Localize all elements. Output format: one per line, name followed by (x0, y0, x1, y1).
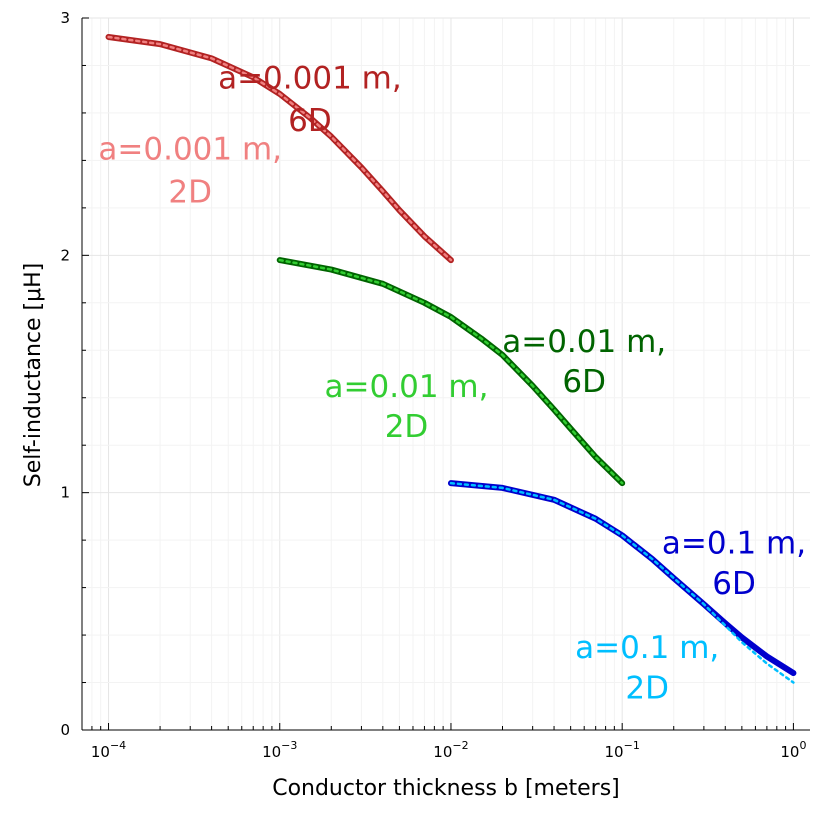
x-tick-label: 100 (780, 739, 806, 761)
annotation-label: a=0.1 m, (575, 630, 719, 666)
annotation-label: a=0.001 m, (218, 60, 402, 96)
y-tick-label: 2 (60, 246, 70, 264)
y-axis-ticks: 0 1 2 3 (60, 9, 89, 739)
annotation-label: 2D (168, 174, 212, 210)
x-axis-ticks: 10−4 10−3 10−2 10−1 100 (81, 723, 806, 761)
y-tick-label: 0 (60, 721, 70, 739)
y-tick-label: 3 (60, 9, 70, 27)
annotation-label: a=0.001 m, (98, 132, 282, 168)
series-line-a-0-001-m-2d (107, 35, 453, 262)
plot-frame (81, 18, 810, 731)
annotation-label: 6D (288, 103, 332, 139)
x-tick-label: 10−3 (262, 739, 297, 761)
series-line-a-0-1-m-2d (449, 481, 795, 684)
annotation-label: 6D (562, 364, 606, 400)
annotation-label: 2D (385, 409, 429, 445)
annotation-label: 2D (625, 670, 669, 706)
curve-annotations: a=0.001 m,6Da=0.001 m,2Da=0.01 m,6Da=0.0… (98, 60, 806, 706)
annotation-label: a=0.01 m, (502, 324, 666, 360)
annotation-label: a=0.01 m, (325, 369, 489, 405)
y-tick-label: 1 (60, 484, 70, 502)
series-line-a-0-01-m-2d (278, 258, 624, 485)
x-tick-label: 10−1 (605, 739, 640, 761)
series-lines (105, 33, 797, 684)
x-tick-label: 10−2 (433, 739, 468, 761)
x-axis-title: Conductor thickness b [meters] (272, 776, 620, 801)
x-tick-label: 10−4 (91, 739, 126, 761)
y-axis-title: Self-inductance [μH] (21, 263, 46, 488)
annotation-label: a=0.1 m, (662, 526, 806, 562)
annotation-label: 6D (712, 566, 756, 602)
grid-lines (81, 17, 810, 731)
